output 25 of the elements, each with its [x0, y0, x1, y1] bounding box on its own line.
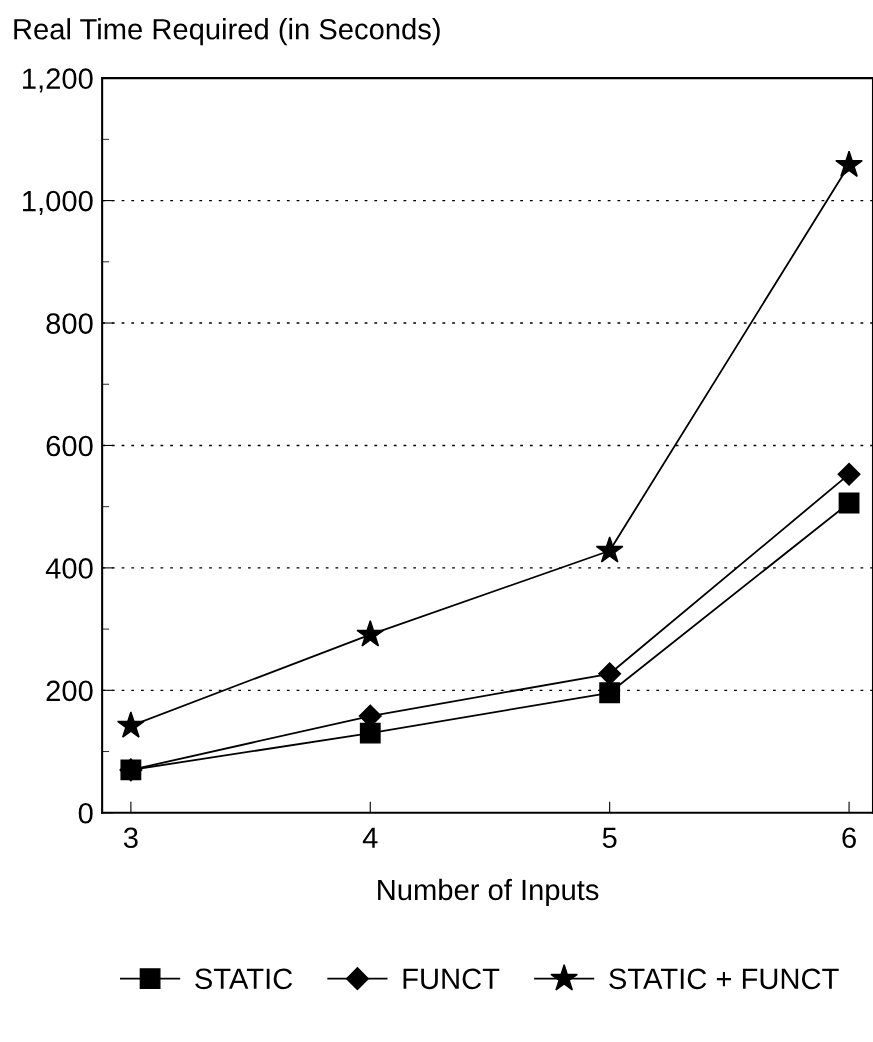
legend-label: FUNCT — [403, 968, 500, 990]
point — [120, 759, 142, 781]
point — [838, 492, 860, 514]
legend-label: STATIC + FUNCT — [609, 968, 839, 990]
x-tick-label: 6 — [842, 827, 856, 849]
y-tick-label: 800 — [46, 313, 93, 334]
chart-title: Real Time Required (in Seconds) — [14, 18, 440, 46]
legend-label: STATIC — [195, 968, 293, 990]
x-tick-label: 4 — [362, 827, 378, 848]
x-tick-label: 3 — [123, 827, 138, 849]
y-tick-label: 0 — [78, 802, 93, 824]
point — [595, 536, 624, 563]
y-tick-label: 600 — [46, 435, 93, 457]
y-tick-label: 1,000 — [23, 190, 93, 215]
y-tick-label: 1,200 — [23, 68, 93, 93]
point — [835, 150, 863, 178]
x-axis-title: Number of Inputs — [378, 878, 599, 907]
point — [116, 711, 145, 738]
point — [359, 722, 381, 744]
point — [356, 620, 385, 647]
y-tick-label: 200 — [46, 680, 93, 702]
x-tick-label: 5 — [602, 827, 617, 849]
point — [837, 462, 861, 486]
point — [599, 682, 621, 704]
y-tick-label: 400 — [45, 558, 93, 579]
